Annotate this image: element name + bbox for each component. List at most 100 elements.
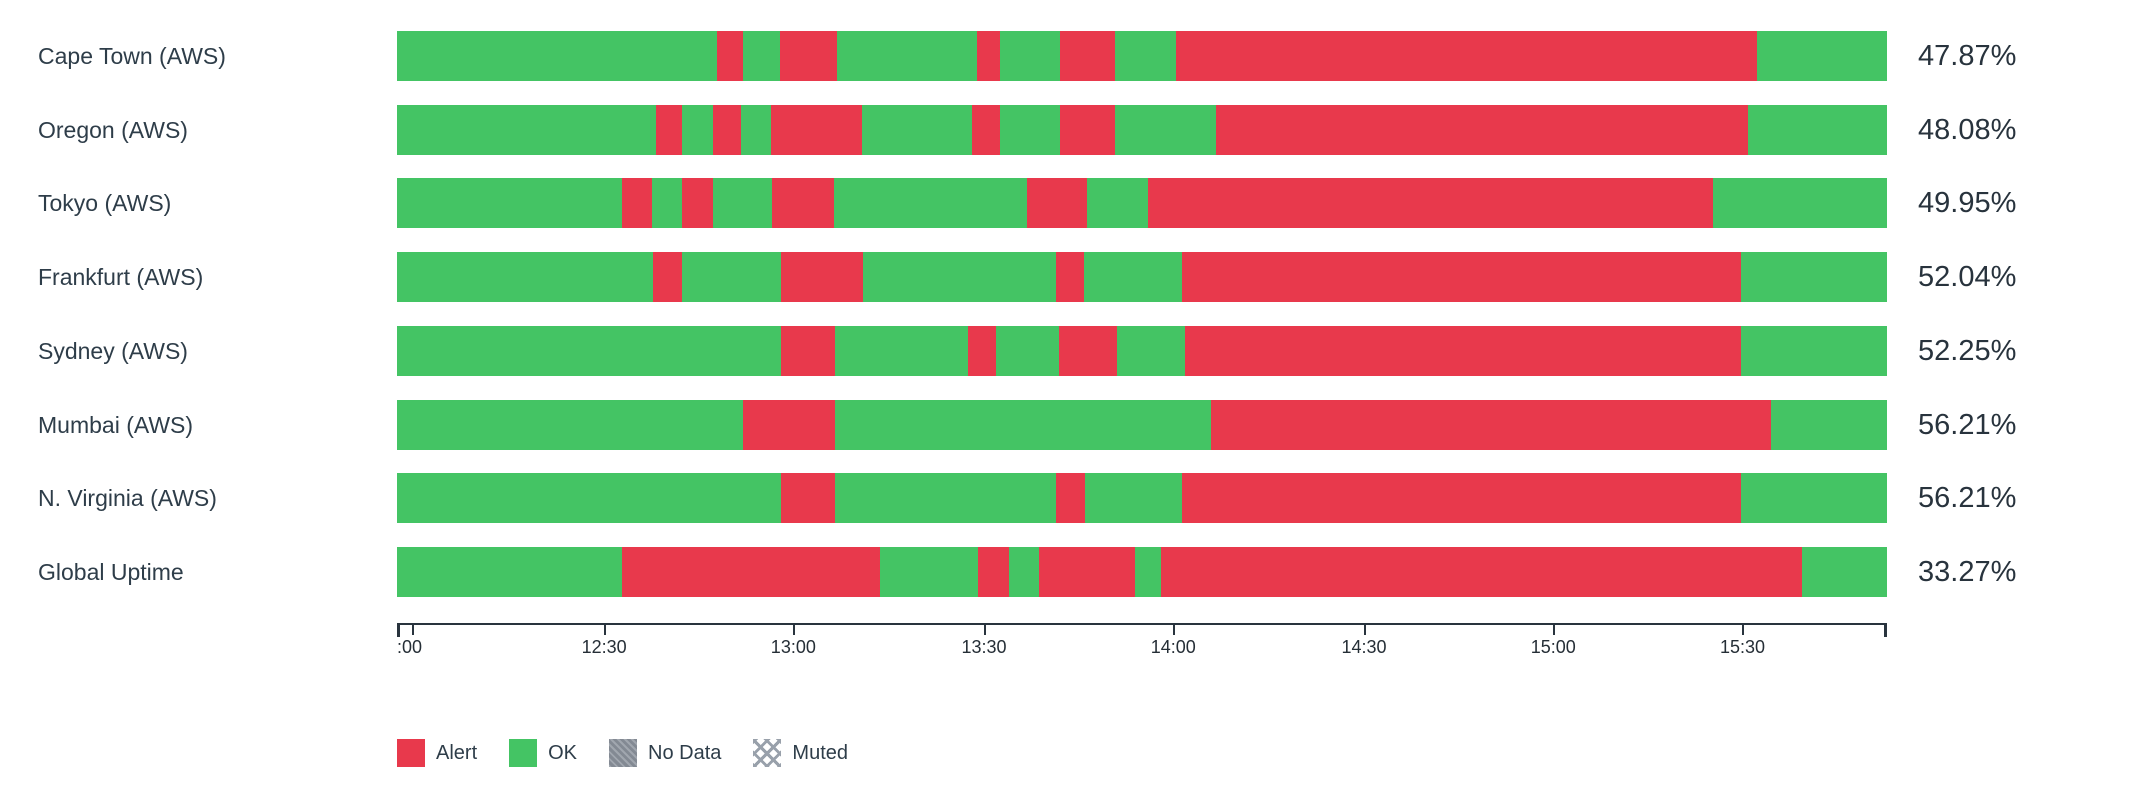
bar-segment-alert[interactable] [1039, 546, 1135, 597]
status-bar[interactable] [397, 178, 1887, 229]
bar-segment-alert[interactable] [1176, 31, 1758, 81]
bar-segment-alert[interactable] [781, 473, 836, 524]
bar-segment-ok[interactable] [835, 473, 1056, 524]
bar-segment-alert[interactable] [681, 178, 713, 229]
legend-item-muted[interactable]: Muted [753, 739, 848, 767]
status-bar[interactable] [397, 473, 1887, 524]
bar-segment-ok[interactable] [397, 473, 782, 524]
bar-segment-ok[interactable] [1770, 399, 1887, 450]
legend-item-alert[interactable]: Alert [397, 739, 477, 767]
bar-segment-ok[interactable] [712, 178, 773, 229]
legend-label: Muted [792, 741, 848, 764]
bar-segment-ok[interactable] [1115, 104, 1217, 155]
bar-segment-alert[interactable] [978, 546, 1010, 597]
bar-segment-alert[interactable] [621, 178, 652, 229]
row-label: Frankfurt (AWS) [38, 264, 204, 291]
bar-segment-ok[interactable] [742, 31, 780, 81]
bar-segment-alert[interactable] [1055, 252, 1084, 303]
bar-segment-ok[interactable] [397, 399, 743, 450]
bar-segment-alert[interactable] [621, 546, 880, 597]
bar-segment-alert[interactable] [967, 325, 996, 376]
bar-segment-ok[interactable] [833, 178, 1028, 229]
bar-segment-alert[interactable] [1161, 546, 1803, 597]
uptime-percentage: 56.21% [1918, 482, 2017, 515]
bar-segment-ok[interactable] [397, 31, 718, 81]
bar-segment-ok[interactable] [397, 252, 654, 303]
bar-segment-alert[interactable] [781, 325, 836, 376]
bar-segment-alert[interactable] [717, 31, 743, 81]
bar-segment-ok[interactable] [1000, 104, 1060, 155]
uptime-percentage: 49.95% [1918, 187, 2017, 220]
bar-segment-alert[interactable] [1210, 399, 1771, 450]
bar-segment-ok[interactable] [879, 546, 979, 597]
bar-segment-ok[interactable] [1083, 252, 1183, 303]
bar-segment-ok[interactable] [1712, 178, 1887, 229]
bar-segment-alert[interactable] [781, 252, 864, 303]
bar-segment-ok[interactable] [1009, 546, 1040, 597]
bar-segment-ok[interactable] [1740, 252, 1887, 303]
bar-segment-alert[interactable] [972, 104, 1001, 155]
bar-segment-alert[interactable] [1059, 104, 1116, 155]
bar-segment-ok[interactable] [651, 178, 682, 229]
bar-segment-ok[interactable] [741, 104, 771, 155]
bar-segment-ok[interactable] [995, 325, 1059, 376]
bar-segment-alert[interactable] [656, 104, 682, 155]
uptime-percentage: 47.87% [1918, 40, 2017, 72]
bar-segment-ok[interactable] [1115, 31, 1177, 81]
bar-segment-ok[interactable] [681, 252, 782, 303]
bar-segment-alert[interactable] [1182, 473, 1741, 524]
bar-segment-ok[interactable] [1757, 31, 1887, 81]
bar-segment-ok[interactable] [863, 252, 1056, 303]
status-bar[interactable] [397, 399, 1887, 450]
bar-segment-ok[interactable] [1086, 178, 1148, 229]
bar-segment-alert[interactable] [1027, 178, 1087, 229]
bar-segment-alert[interactable] [1055, 473, 1086, 524]
bar-segment-ok[interactable] [681, 104, 713, 155]
status-bar[interactable] [397, 325, 1887, 376]
bar-segment-ok[interactable] [397, 104, 657, 155]
status-bar[interactable] [397, 104, 1887, 155]
row-label: Cape Town (AWS) [38, 43, 226, 69]
legend-item-ok[interactable]: OK [509, 739, 577, 767]
row-label: Tokyo (AWS) [38, 190, 172, 217]
bar-segment-alert[interactable] [976, 31, 1001, 81]
status-bar[interactable] [397, 546, 1887, 597]
bar-segment-ok[interactable] [836, 31, 977, 81]
status-bar[interactable] [397, 31, 1887, 81]
bar-segment-alert[interactable] [772, 178, 834, 229]
bar-segment-ok[interactable] [1740, 473, 1887, 524]
bar-segment-ok[interactable] [1802, 546, 1887, 597]
bar-segment-ok[interactable] [861, 104, 973, 155]
bar-segment-alert[interactable] [1147, 178, 1713, 229]
bar-segment-alert[interactable] [1185, 325, 1741, 376]
bar-segment-alert[interactable] [1216, 104, 1749, 155]
uptime-percentage: 56.21% [1918, 408, 2017, 441]
bar-segment-ok[interactable] [397, 178, 622, 229]
bar-segment-alert[interactable] [1060, 31, 1116, 81]
bar-segment-ok[interactable] [835, 325, 968, 376]
bar-segment-ok[interactable] [397, 546, 622, 597]
bar-segment-ok[interactable] [1116, 325, 1186, 376]
bar-segment-alert[interactable] [742, 399, 836, 450]
bar-segment-ok[interactable] [1000, 31, 1060, 81]
bar-segment-ok[interactable] [1085, 473, 1183, 524]
bar-segment-alert[interactable] [779, 31, 837, 81]
legend-item-nodata[interactable]: No Data [609, 739, 721, 767]
row-label: Global Uptime [38, 558, 184, 585]
bar-segment-alert[interactable] [653, 252, 682, 303]
bar-segment-alert[interactable] [712, 104, 742, 155]
legend-label: No Data [648, 741, 722, 764]
bar-segment-ok[interactable] [835, 399, 1211, 450]
status-bar[interactable] [397, 252, 1887, 303]
axis-tick [1553, 623, 1556, 635]
axis-tick [411, 623, 414, 635]
bar-segment-alert[interactable] [1182, 252, 1741, 303]
muted-swatch-icon [753, 739, 782, 767]
bar-segment-ok[interactable] [1134, 546, 1162, 597]
bar-segment-alert[interactable] [770, 104, 862, 155]
bar-segment-ok[interactable] [1740, 325, 1887, 376]
bar-segment-ok[interactable] [397, 325, 782, 376]
legend: Alert OK No Data Muted [397, 739, 848, 767]
bar-segment-alert[interactable] [1058, 325, 1117, 376]
bar-segment-ok[interactable] [1748, 104, 1887, 155]
